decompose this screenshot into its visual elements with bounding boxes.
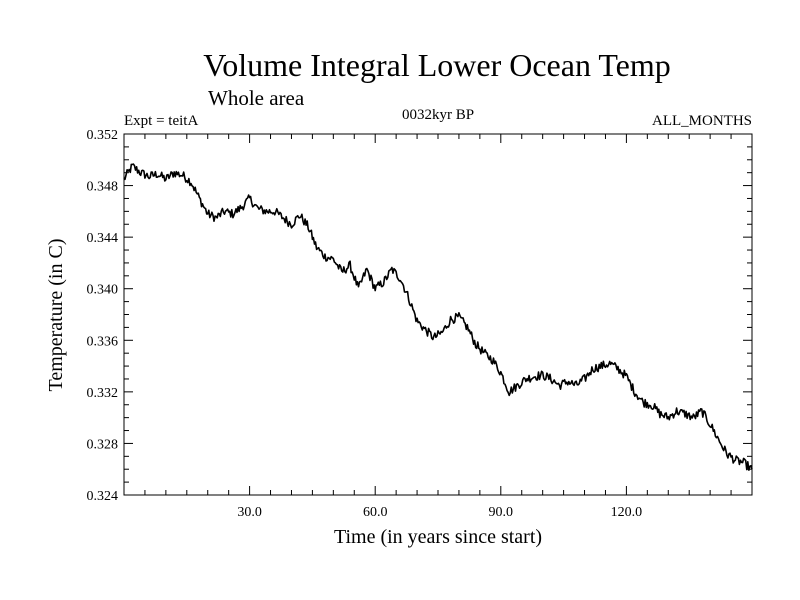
y-tick-label: 0.340	[87, 283, 119, 298]
y-axis-label: Temperature (in C)	[45, 239, 67, 392]
x-tick-label: 120.0	[611, 505, 643, 520]
period-label: 0032kyr BP	[402, 107, 474, 123]
x-tick-label: 60.0	[363, 505, 388, 520]
x-tick-label: 90.0	[489, 505, 514, 520]
plot-frame	[123, 133, 753, 496]
chart-subtitle: Whole area	[208, 86, 305, 110]
y-tick-label: 0.324	[87, 489, 119, 504]
x-axis-label: Time (in years since start)	[334, 526, 542, 548]
y-tick-label: 0.352	[87, 128, 119, 143]
x-tick-label: 30.0	[237, 505, 262, 520]
y-tick-label: 0.332	[87, 386, 119, 401]
months-label: ALL_MONTHS	[652, 113, 752, 129]
y-tick-label: 0.336	[87, 334, 119, 349]
axis-tick-labels: 30.0 60.0 90.0 120.0 0.324 0.328 0.332 0.336 0.3…	[87, 128, 643, 520]
axis-ticks	[124, 133, 752, 496]
series-line-teitA	[123, 163, 753, 471]
y-tick-label: 0.348	[87, 180, 119, 195]
experiment-label: Expt = teitA	[124, 113, 198, 129]
chart-title: Volume Integral Lower Ocean Temp	[203, 47, 671, 83]
y-tick-label: 0.344	[87, 231, 119, 246]
y-tick-label: 0.328	[87, 437, 119, 452]
